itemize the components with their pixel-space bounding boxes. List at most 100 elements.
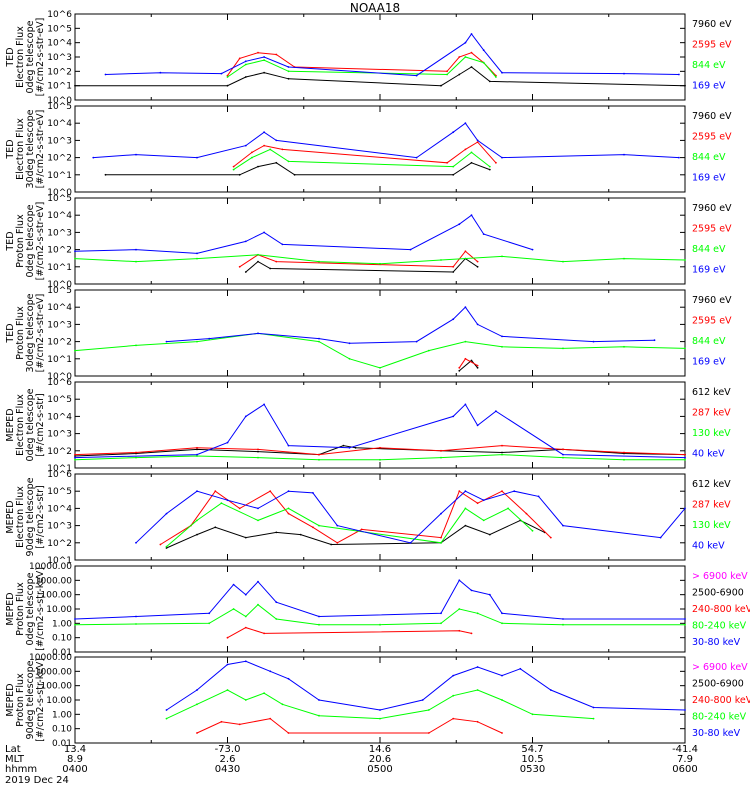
footer-group: Lat MLT hhmm 2019 Dec 24 13.4 -73.0 14.6 54… [5, 744, 698, 786]
y-tick-label: 10^3 [47, 430, 72, 440]
data-point [135, 260, 137, 263]
y-tick-label: 10^2 [47, 246, 72, 256]
data-point [501, 674, 503, 677]
y-tick-label: 0.10 [52, 634, 72, 644]
data-point [336, 541, 339, 544]
footer-value: 8.9 [67, 754, 83, 765]
data-point [470, 161, 473, 164]
data-point [501, 255, 503, 258]
data-point [220, 72, 223, 75]
legend-entry: 240-800 keV [692, 604, 750, 615]
data-point [287, 507, 290, 510]
data-point [452, 717, 455, 720]
legend-entry: 80-240 keV [692, 621, 747, 632]
y-tick-label: 10.00 [46, 696, 72, 706]
y-tick-label: 10^4 [47, 412, 72, 422]
y-tick-label: 10^4 [47, 211, 72, 221]
data-point [318, 340, 320, 343]
y-axis-label-line: [#/cm2-s-str-keV] [35, 658, 46, 742]
y-axis-label-line: TED [5, 323, 16, 343]
series-line-7960-ev [75, 66, 686, 87]
data-point [196, 257, 198, 260]
panel-frame [74, 289, 686, 377]
data-point [458, 369, 461, 372]
data-point [482, 49, 485, 52]
data-point [440, 259, 442, 261]
data-point [623, 257, 625, 260]
legend-entry: 30-80 keV [692, 637, 741, 648]
data-point [360, 528, 363, 531]
data-point [226, 636, 229, 639]
data-point [379, 623, 381, 626]
data-point [257, 165, 259, 168]
footer-lat-label: Lat [5, 744, 21, 755]
data-point [379, 366, 381, 369]
data-point [440, 612, 442, 615]
data-point [287, 677, 290, 680]
y-tick-label: 10^4 [47, 39, 72, 49]
data-point [464, 122, 467, 125]
data-point [74, 453, 76, 456]
y-axis-label-line: [#/cm2-s-str-eV] [35, 18, 46, 97]
data-point [244, 699, 247, 701]
data-point [562, 347, 564, 350]
footer-mlt-label: MLT [5, 754, 25, 765]
data-point [232, 583, 235, 586]
y-axis-label-line: MEPED [5, 408, 16, 441]
data-point [482, 233, 485, 236]
y-axis-label-line: 0deg telescope [25, 572, 36, 645]
data-point [159, 543, 162, 546]
data-point [135, 153, 137, 156]
footer-value: 0500 [367, 764, 392, 775]
legend-entry: 169 eV [692, 80, 726, 91]
data-point [684, 453, 686, 456]
data-point [312, 526, 314, 529]
data-point [684, 458, 686, 461]
data-point [244, 626, 247, 629]
data-point [623, 451, 625, 454]
data-point [312, 492, 314, 494]
y-tick-label: 1.00 [52, 710, 72, 720]
data-point [287, 732, 290, 734]
footer-value: 10.5 [521, 754, 543, 765]
data-point [476, 366, 479, 369]
data-point [220, 720, 223, 723]
y-axis-label: MEPEDProton Flux90deg telescope[#/cm2-s-… [5, 658, 46, 742]
data-point [104, 73, 107, 76]
data-point [318, 524, 320, 527]
series-line-30-80-kev [74, 579, 685, 620]
legend-entry: 169 eV [692, 356, 726, 367]
data-point [287, 512, 290, 515]
data-point [458, 56, 461, 58]
data-point [440, 622, 442, 625]
data-point [348, 342, 351, 345]
data-point [269, 717, 272, 720]
data-point [257, 507, 259, 510]
data-point [684, 84, 686, 87]
data-point [678, 73, 680, 76]
data-point [263, 59, 265, 62]
data-point [263, 231, 265, 234]
data-point [458, 608, 461, 610]
data-point [488, 165, 491, 168]
y-tick-label: 0.10 [52, 725, 72, 735]
data-point [684, 259, 686, 261]
data-point [446, 70, 448, 73]
data-point [74, 458, 76, 461]
data-point [196, 689, 198, 691]
y-axis-label-line: Electron Flux [15, 118, 26, 180]
data-point [421, 699, 424, 701]
data-point [684, 456, 686, 459]
data-point [244, 271, 247, 273]
legend-entry: 30-80 keV [692, 728, 741, 739]
data-point [440, 512, 442, 515]
legend-entry: 2595 eV [692, 223, 732, 234]
data-point [501, 156, 503, 159]
series-line-40-kev [74, 403, 686, 459]
data-point [318, 458, 320, 461]
data-point [135, 344, 137, 347]
